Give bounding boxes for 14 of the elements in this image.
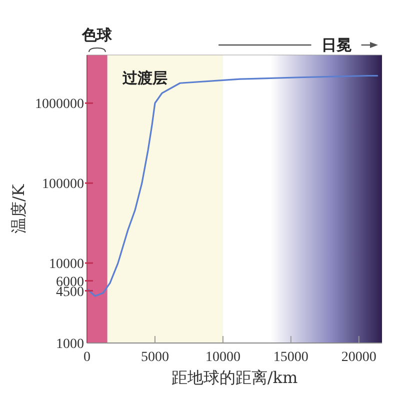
band-label: 日冕 bbox=[321, 36, 352, 54]
y-axis-title: 温度/K bbox=[9, 183, 28, 234]
x-tick-label: 20000 bbox=[341, 350, 376, 365]
x-tick-label: 10000 bbox=[205, 350, 240, 365]
y-tick-label: 10000 bbox=[49, 257, 84, 272]
y-tick-label: 1000 bbox=[56, 337, 84, 352]
band-label: 色球 bbox=[81, 26, 114, 44]
y-tick-label: 100000 bbox=[42, 177, 84, 192]
x-tick-label: 15000 bbox=[273, 350, 308, 365]
x-tick-label: 0 bbox=[84, 350, 90, 365]
x-axis-title: 距地球的距离/km bbox=[171, 368, 298, 387]
y-tick-label: 1000000 bbox=[35, 97, 84, 112]
x-tick-label: 5000 bbox=[140, 350, 169, 365]
band-label: 过渡层 bbox=[121, 69, 168, 87]
